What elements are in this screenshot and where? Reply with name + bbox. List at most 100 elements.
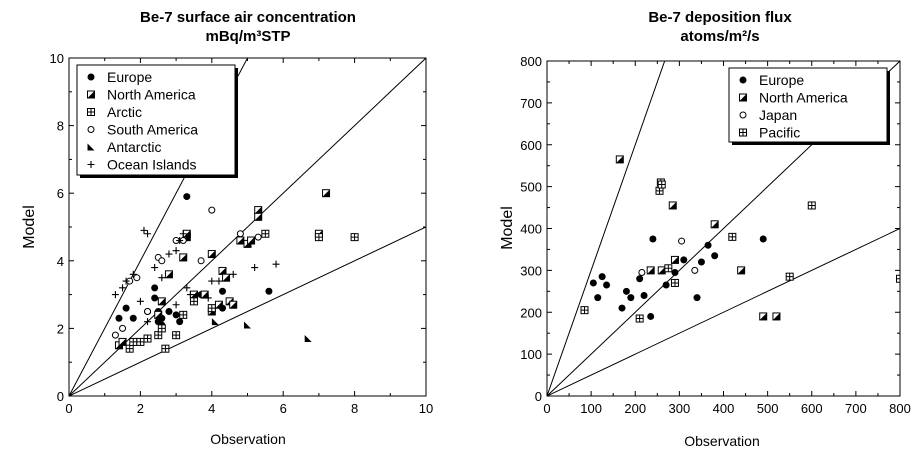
chart-left-legend-label: North America	[107, 87, 196, 103]
chart-left-point-north-america	[222, 273, 231, 282]
chart-left-point-ocean-islands	[140, 226, 148, 234]
chart-left-x-tick-label: 6	[280, 401, 287, 416]
chart-right-point-north-america	[668, 201, 677, 210]
chart-right-point-europe	[693, 294, 701, 302]
chart-left-legend-label: Antarctic	[107, 139, 161, 155]
chart-right-point-europe	[662, 281, 670, 289]
chart-right-point-pacific	[635, 314, 644, 323]
chart-right-y-tick-label: 100	[520, 347, 542, 362]
chart-left-y-tick-label: 6	[57, 186, 64, 201]
chart-left-point-arctic	[189, 297, 198, 306]
chart-left-legend-label: South America	[107, 122, 198, 138]
chart-left-point-north-america	[179, 253, 188, 262]
chart-right-x-tick-label: 600	[801, 401, 823, 416]
chart-left-point-north-america	[157, 297, 166, 306]
chart-left-point-ocean-islands	[129, 270, 137, 278]
chart-left-point-europe	[151, 284, 159, 292]
chart-left-point-north-america	[118, 337, 127, 346]
chart-right-plot-area: 0 100 200 300 400 500 600 700 800 0 100 200 300 400 50…	[520, 54, 911, 416]
chart-right-point-europe	[697, 258, 705, 266]
chart-left-point-ocean-islands	[119, 284, 127, 292]
chart-left-legend-marker-north-america	[87, 90, 95, 99]
chart-right-point-pacific	[785, 272, 794, 281]
chart-right-point-europe	[603, 281, 611, 289]
chart-left-point-arctic	[161, 344, 170, 353]
chart-left-point-europe	[172, 311, 180, 319]
chart-left-x-tick-label: 2	[137, 401, 144, 416]
chart-right-point-pacific	[807, 201, 816, 210]
chart-right-point-europe	[618, 304, 626, 312]
chart-left-legend-marker-south-america	[87, 126, 95, 133]
chart-left-y-tick-label: 8	[57, 119, 64, 134]
chart-right-point-europe	[640, 292, 648, 299]
chart-right-point-pacific	[670, 278, 679, 287]
chart-right-y-tick-label: 600	[520, 138, 542, 153]
chart-right-point-north-america	[772, 312, 781, 321]
chart-left-point-ocean-islands	[165, 308, 173, 315]
chart-right-point-europe	[598, 273, 606, 281]
chart-left-point-ocean-islands	[215, 277, 223, 285]
chart-left-point-south-america	[144, 308, 152, 315]
chart-left-point-south-america	[208, 206, 216, 214]
chart-left-point-arctic	[172, 331, 181, 340]
chart-left-legend-marker-arctic	[87, 108, 95, 116]
chart-left-point-north-america	[200, 290, 209, 299]
chart-right-legend-label: Pacific	[759, 125, 800, 141]
chart-left-point-ocean-islands	[272, 260, 280, 268]
chart-right-reference-line	[547, 61, 666, 396]
chart-left-point-europe	[183, 193, 191, 201]
chart-right-x-tick-label: 500	[757, 401, 779, 416]
chart-left-point-arctic	[350, 233, 359, 242]
chart-right-x-tick-label: 400	[713, 401, 735, 416]
chart-left-x-tick-label: 8	[351, 401, 358, 416]
chart-left-subtitle: mBq/m³STP	[205, 28, 290, 45]
chart-right-point-north-america	[615, 155, 624, 164]
chart-left-point-ocean-islands	[151, 264, 159, 272]
chart-right-legend-label: Europe	[759, 72, 804, 88]
chart-right-y-tick-label: 400	[520, 222, 542, 237]
chart-left-point-arctic	[136, 337, 145, 346]
chart-right-point-europe	[647, 312, 655, 320]
chart-right-point-europe	[649, 235, 657, 243]
chart-right-y-axis-label: Model	[499, 206, 516, 250]
chart-left-reference-line	[69, 226, 426, 396]
chart-right-point-north-america	[759, 312, 768, 321]
chart-left-point-arctic	[207, 304, 216, 313]
chart-right-legend-label: Japan	[759, 107, 797, 123]
chart-right-point-north-america	[737, 266, 746, 275]
chart-right-y-tick-label: 0	[535, 389, 542, 404]
chart-left-point-ocean-islands	[136, 297, 144, 305]
chart-left-point-europe	[115, 314, 123, 322]
chart-left-point-ocean-islands	[165, 250, 173, 258]
chart-right-point-europe	[622, 287, 630, 295]
chart-right-x-tick-label: 700	[845, 401, 867, 416]
chart-left: Be-7 surface air concentration mBq/m³STP…	[21, 9, 434, 447]
chart-left-point-north-america	[254, 206, 263, 215]
chart-left-point-arctic	[143, 334, 152, 343]
chart-left-point-north-america	[322, 189, 331, 198]
chart-left-point-north-america	[218, 266, 227, 275]
chart-left-point-north-america	[236, 236, 245, 245]
chart-left-point-arctic	[179, 310, 188, 319]
chart-right-x-tick-label: 300	[669, 401, 691, 416]
chart-left-point-ocean-islands	[251, 264, 259, 272]
chart-right-legend-marker-north-america	[739, 93, 747, 102]
chart-left-reference-line	[69, 58, 426, 396]
chart-right: Be-7 deposition flux atoms/m²/s 0 100 200 3…	[499, 9, 911, 449]
chart-left-point-south-america	[133, 274, 141, 282]
chart-right-point-pacific	[728, 232, 737, 241]
chart-left-point-ocean-islands	[179, 230, 187, 238]
chart-left-point-south-america	[158, 257, 166, 265]
chart-left-y-axis-label: Model	[21, 205, 38, 249]
chart-right-x-tick-label: 800	[889, 401, 911, 416]
chart-right-point-europe	[589, 279, 597, 287]
chart-right-legend-label: North America	[759, 90, 848, 106]
chart-left-point-antarctic	[244, 321, 251, 329]
chart-right-point-japan	[638, 268, 646, 276]
chart-left-point-arctic	[125, 344, 134, 353]
chart-left-point-arctic	[129, 337, 138, 346]
chart-left-title: Be-7 surface air concentration	[140, 9, 356, 26]
